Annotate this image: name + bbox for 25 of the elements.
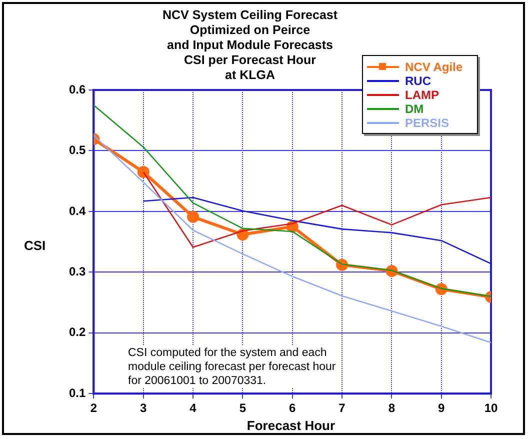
x-tick-label: 10 <box>484 401 498 416</box>
x-tick-label: 7 <box>338 401 346 416</box>
y-tick-label: 0.1 <box>68 386 86 400</box>
y-tick-label: 0.4 <box>68 204 86 218</box>
x-axis-title: Forecast Hour <box>246 418 336 433</box>
y-axis-title: CSI <box>24 238 46 253</box>
y-tick-label: 0.6 <box>68 82 86 96</box>
y-tick-label: 0.5 <box>68 143 86 158</box>
legend-label: LAMP <box>405 88 439 102</box>
x-tick-label: 4 <box>190 401 197 416</box>
legend-label: PERSIS <box>405 116 450 130</box>
y-tick-label: 0.2 <box>68 325 86 340</box>
point <box>187 210 200 223</box>
x-tick-label: 9 <box>438 401 445 416</box>
chart-title: NCV System Ceiling Forecast Optimized on Peirce and Input Module Forecasts CSI per Forecast Hour at KLGA <box>161 8 339 83</box>
x-tick-label: 2 <box>90 401 98 416</box>
x-tick-label: 3 <box>140 401 148 416</box>
annotation: CSI computed for the system and each module ceiling forecast per forecast hour for 20061001 to 20070331. <box>128 346 336 388</box>
x-tick-label: 8 <box>388 401 396 416</box>
y-tick-label: 0.3 <box>68 264 86 278</box>
legend-label: RUC <box>405 74 431 88</box>
x-tick-label: 5 <box>239 401 246 416</box>
legend-label: NCV Agile <box>405 60 463 74</box>
x-tick-label: 6 <box>288 401 296 416</box>
legend-label: DM <box>405 102 424 116</box>
